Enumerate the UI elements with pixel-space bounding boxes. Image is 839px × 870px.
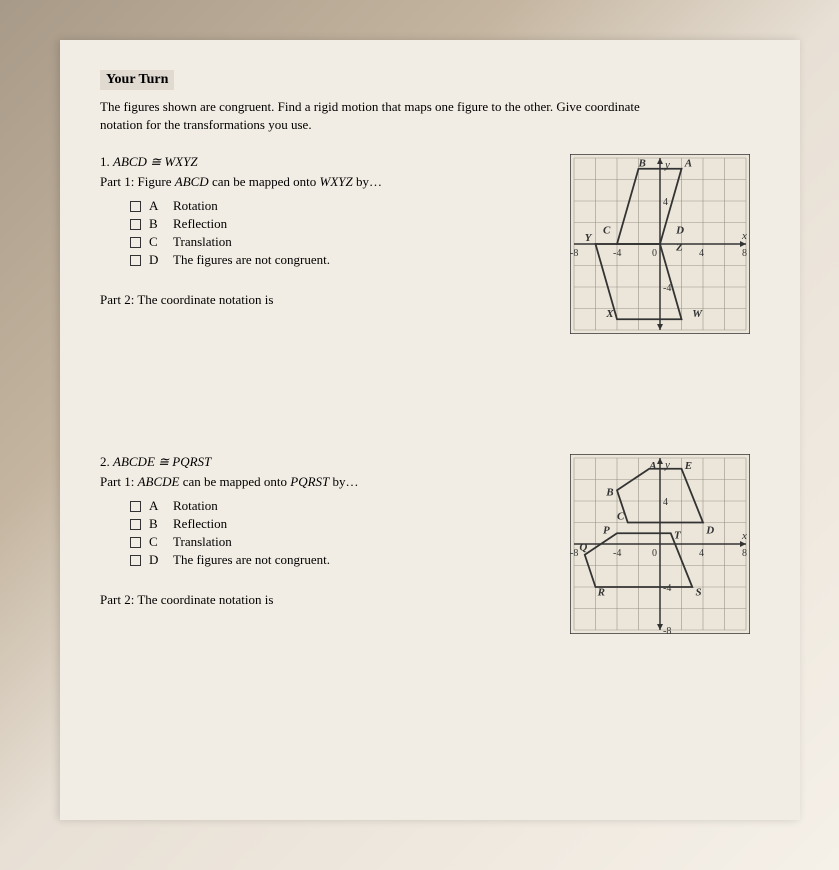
option-text: Translation bbox=[173, 534, 232, 550]
option-text: Reflection bbox=[173, 216, 227, 232]
svg-text:X: X bbox=[605, 308, 614, 320]
svg-text:P: P bbox=[603, 525, 610, 537]
svg-text:y: y bbox=[664, 159, 670, 171]
problem-1: 1. ABCD ≅ WXYZ Part 1: Figure ABCD can b… bbox=[100, 154, 760, 414]
svg-text:0: 0 bbox=[652, 548, 657, 559]
svg-text:Q: Q bbox=[579, 542, 587, 554]
checkbox-icon[interactable] bbox=[130, 537, 141, 548]
option-letter: D bbox=[149, 252, 165, 268]
intro-text: The figures shown are congruent. Find a … bbox=[100, 98, 760, 134]
svg-text:y: y bbox=[664, 459, 670, 471]
option-text: Rotation bbox=[173, 198, 218, 214]
svg-text:B: B bbox=[605, 487, 613, 499]
svg-text:4: 4 bbox=[663, 197, 668, 208]
svg-text:C: C bbox=[603, 225, 611, 237]
checkbox-icon[interactable] bbox=[130, 519, 141, 530]
svg-text:4: 4 bbox=[663, 497, 668, 508]
checkbox-icon[interactable] bbox=[130, 237, 141, 248]
option-letter: C bbox=[149, 534, 165, 550]
svg-text:A: A bbox=[648, 460, 656, 472]
problem-2: 2. ABCDE ≅ PQRST Part 1: ABCDE can be ma… bbox=[100, 454, 760, 694]
option-letter: D bbox=[149, 552, 165, 568]
intro-line2: notation for the transformations you use… bbox=[100, 117, 312, 132]
svg-text:-4: -4 bbox=[613, 248, 621, 259]
option-text: The figures are not congruent. bbox=[173, 252, 330, 268]
option-letter: B bbox=[149, 216, 165, 232]
problem-number: 1. bbox=[100, 154, 110, 169]
checkbox-icon[interactable] bbox=[130, 555, 141, 566]
svg-text:-8: -8 bbox=[570, 548, 578, 559]
svg-text:-8: -8 bbox=[663, 626, 671, 634]
option-letter: C bbox=[149, 234, 165, 250]
svg-text:-4: -4 bbox=[663, 283, 671, 294]
svg-text:8: 8 bbox=[742, 248, 747, 259]
checkbox-icon[interactable] bbox=[130, 201, 141, 212]
svg-text:4: 4 bbox=[699, 548, 704, 559]
svg-text:8: 8 bbox=[742, 548, 747, 559]
svg-text:R: R bbox=[597, 587, 605, 599]
coordinate-graph: -8-448-440xyBACDYZXW bbox=[570, 154, 750, 334]
svg-text:Z: Z bbox=[675, 242, 683, 254]
coordinate-graph: -8-448-8-440xyAEBCDPTQRS bbox=[570, 454, 750, 634]
svg-text:A: A bbox=[684, 158, 692, 170]
problem-number: 2. bbox=[100, 454, 110, 469]
svg-text:4: 4 bbox=[699, 248, 704, 259]
svg-text:0: 0 bbox=[652, 248, 657, 259]
svg-text:D: D bbox=[705, 525, 714, 537]
option-text: The figures are not congruent. bbox=[173, 552, 330, 568]
svg-text:C: C bbox=[617, 511, 625, 523]
svg-text:E: E bbox=[684, 460, 692, 472]
option-text: Translation bbox=[173, 234, 232, 250]
svg-text:W: W bbox=[692, 308, 703, 320]
option-letter: B bbox=[149, 516, 165, 532]
svg-text:-4: -4 bbox=[663, 583, 671, 594]
svg-text:-4: -4 bbox=[613, 548, 621, 559]
option-letter: A bbox=[149, 498, 165, 514]
intro-line1: The figures shown are congruent. Find a … bbox=[100, 99, 640, 114]
option-text: Reflection bbox=[173, 516, 227, 532]
checkbox-icon[interactable] bbox=[130, 219, 141, 230]
option-text: Rotation bbox=[173, 498, 218, 514]
option-letter: A bbox=[149, 198, 165, 214]
worksheet-page: Your Turn The figures shown are congruen… bbox=[60, 40, 800, 820]
svg-text:D: D bbox=[675, 225, 684, 237]
svg-text:B: B bbox=[638, 158, 646, 170]
congruence-statement: ABCD ≅ WXYZ bbox=[113, 154, 198, 169]
checkbox-icon[interactable] bbox=[130, 255, 141, 266]
svg-text:S: S bbox=[695, 587, 701, 599]
congruence-statement: ABCDE ≅ PQRST bbox=[113, 454, 211, 469]
section-title: Your Turn bbox=[100, 70, 174, 90]
checkbox-icon[interactable] bbox=[130, 501, 141, 512]
svg-text:-8: -8 bbox=[570, 248, 578, 259]
svg-text:x: x bbox=[741, 530, 747, 542]
svg-text:x: x bbox=[741, 230, 747, 242]
